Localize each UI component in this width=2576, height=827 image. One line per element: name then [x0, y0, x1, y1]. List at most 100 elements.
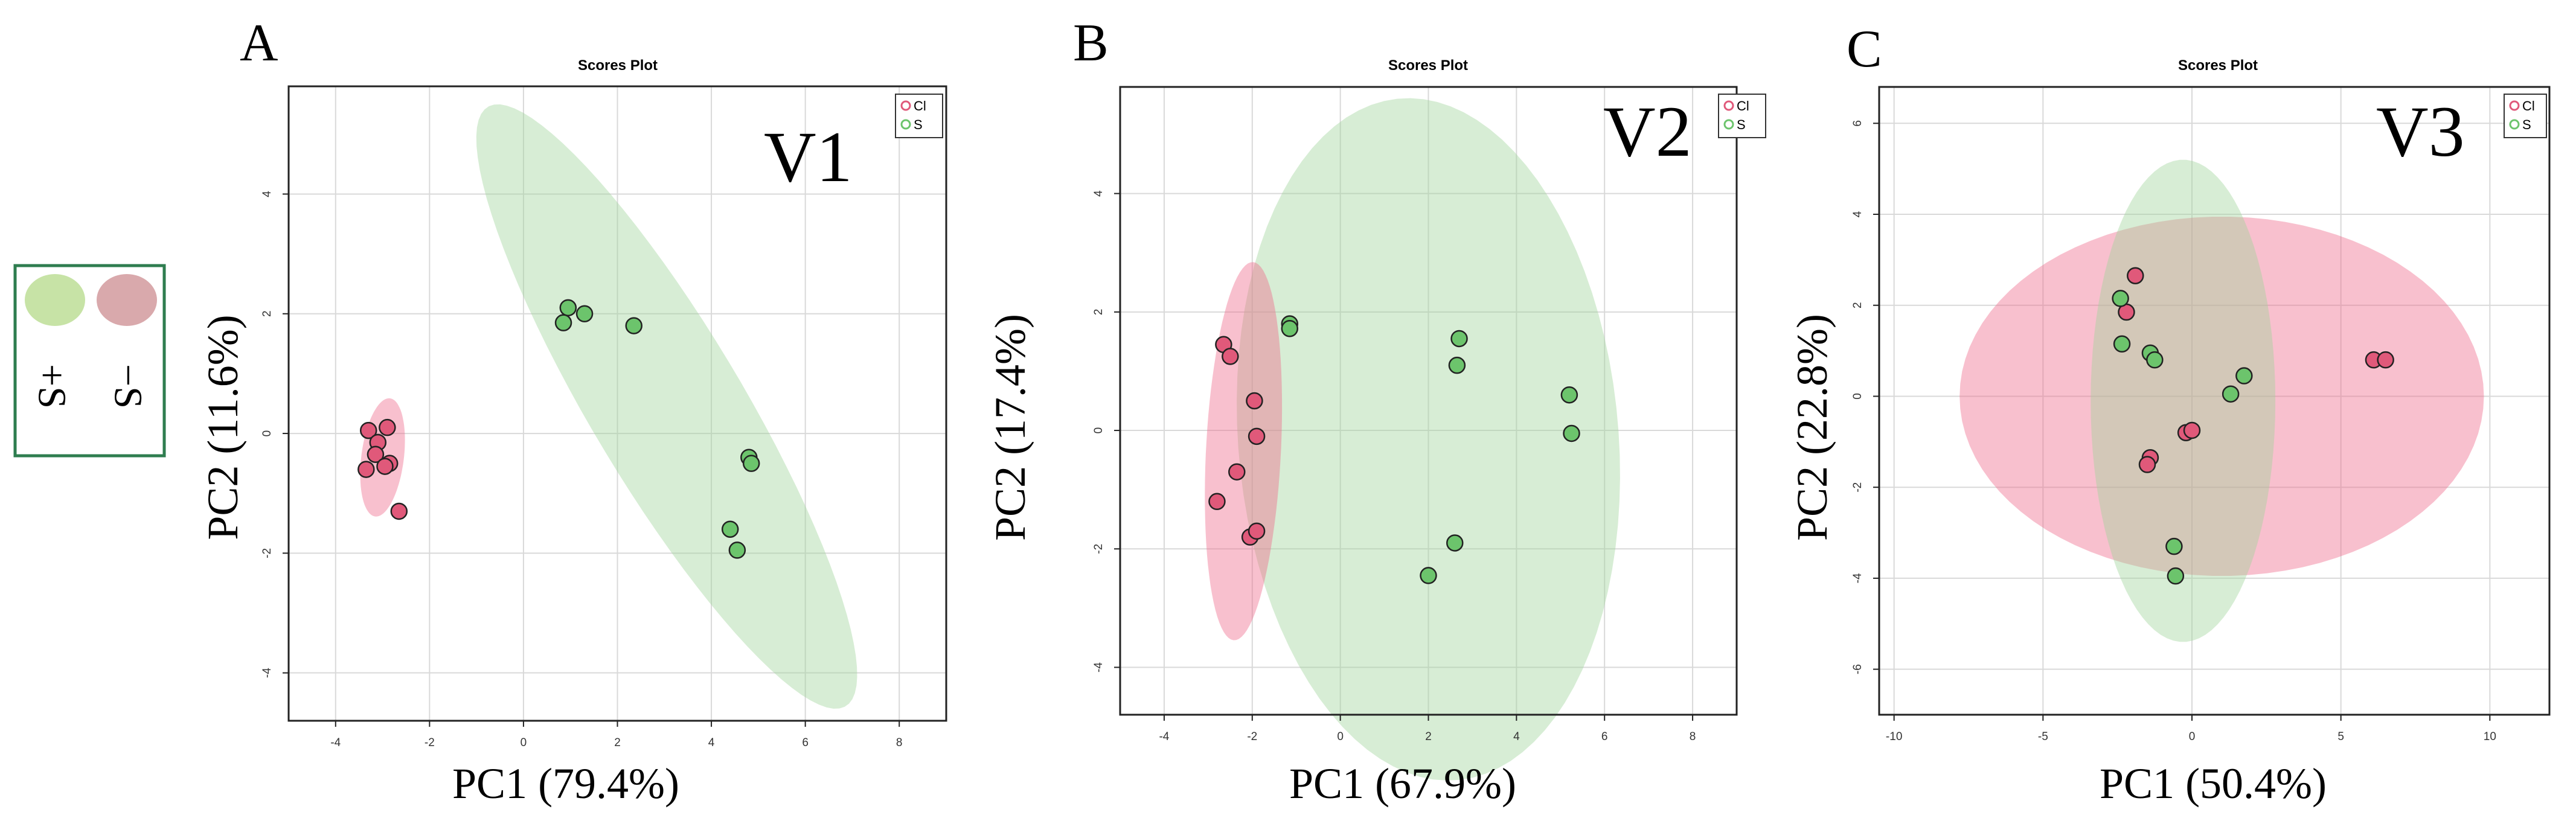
y-tick-label: 2	[1092, 309, 1105, 316]
point-layer	[2112, 267, 2394, 585]
point-s	[1560, 386, 1578, 404]
x-tick-label: 5	[2337, 730, 2344, 743]
plot-legend-label-s: S	[914, 117, 923, 132]
plot-legend: Cl S	[2504, 94, 2547, 138]
point-cl	[367, 445, 385, 464]
point-s	[1446, 534, 1464, 552]
y-tick-label: 0	[1851, 393, 1864, 400]
point-layer	[1208, 315, 1580, 584]
y-tick-label: 0	[261, 430, 274, 437]
panel-label: A	[240, 14, 278, 72]
point-cl	[390, 502, 408, 520]
x-tick-label: -2	[1247, 730, 1257, 743]
point-s	[2165, 537, 2183, 555]
plot-legend-label-cl: Cl	[2522, 98, 2535, 113]
ellipse-s	[2091, 159, 2276, 642]
plot-legend: Cl S	[895, 94, 943, 138]
point-cl	[2377, 351, 2394, 369]
y-axis-label: PC2 (11.6%)	[199, 315, 247, 540]
panel-c: C Scores Plot -10 -5 0 5 10 -6 -4 -2 0 2 4 6 V3 Cl…	[1788, 20, 2551, 808]
y-tick-label: 2	[261, 310, 274, 317]
point-cl	[2183, 421, 2201, 439]
y-tick-label: 0	[1092, 427, 1105, 434]
plot-legend-marker-s	[2509, 119, 2520, 130]
y-tick-label: -2	[1092, 544, 1105, 554]
x-axis-label: PC1 (50.4%)	[2100, 759, 2327, 808]
point-s	[2112, 290, 2129, 307]
point-cl	[1222, 348, 1239, 365]
y-tick-layer: -4 -2 0 2 4	[1092, 190, 1120, 672]
point-s	[2235, 367, 2253, 385]
plot-legend-marker-s	[1723, 119, 1734, 130]
x-tick-label: 6	[802, 736, 809, 749]
plot-legend-marker-cl	[900, 100, 911, 111]
legend-swatch-plus-s	[25, 274, 85, 326]
ellipse-s	[476, 104, 857, 709]
y-tick-label: 4	[1092, 190, 1105, 197]
point-s	[728, 541, 746, 559]
point-s	[575, 305, 594, 323]
plot-legend-marker-cl	[2509, 100, 2520, 111]
x-tick-layer: -4 -2 0 2 4 6 8	[1159, 715, 1696, 743]
chart-title: Scores Plot	[578, 57, 658, 74]
y-tick-label: -4	[1092, 662, 1105, 672]
x-tick-label: 10	[2484, 730, 2496, 743]
plot-legend-marker-cl	[1723, 100, 1734, 111]
plot-legend-frame	[895, 94, 943, 138]
y-tick-layer: -6 -4 -2 0 2 4 6	[1851, 120, 1879, 674]
panel-label: B	[1073, 14, 1109, 72]
x-tick-label: 4	[1513, 730, 1520, 743]
point-s	[721, 520, 739, 538]
x-tick-label: 8	[1690, 730, 1696, 743]
x-tick-layer: -4 -2 0 2 4 6 8	[330, 721, 903, 749]
plot-legend-frame	[1718, 94, 1766, 138]
legend-label-plus-s: +S	[30, 364, 74, 409]
plot-legend-frame	[2504, 94, 2547, 138]
point-s	[554, 314, 572, 331]
x-axis-label: PC1 (67.9%)	[1289, 759, 1516, 808]
point-cl	[379, 418, 396, 436]
chart-title: Scores Plot	[2178, 57, 2258, 74]
grid-layer	[1879, 87, 2549, 715]
x-tick-label: 0	[2189, 730, 2196, 743]
y-tick-label: -6	[1851, 664, 1864, 674]
annotation-label: V1	[764, 117, 853, 197]
y-axis-label: PC2 (17.4%)	[986, 314, 1034, 541]
group-legend: +S −S	[13, 264, 166, 458]
x-tick-label: -4	[1159, 730, 1169, 743]
plot-legend-label-cl: Cl	[1737, 98, 1749, 113]
plot-frame	[1878, 86, 2551, 716]
x-axis-label: PC1 (79.4%)	[452, 759, 679, 808]
x-tick-label: 0	[521, 736, 527, 749]
point-s	[1450, 330, 1468, 348]
plot-legend-label-s: S	[1737, 117, 1746, 132]
x-tick-label: 2	[614, 736, 621, 749]
chart-title: Scores Plot	[1388, 57, 1468, 74]
plot-legend-marker-s	[900, 119, 911, 130]
y-tick-label: -2	[1851, 482, 1864, 493]
x-tick-label: -2	[425, 736, 435, 749]
y-tick-label: -4	[261, 668, 274, 678]
x-tick-label: -5	[2038, 730, 2048, 743]
y-tick-label: 4	[261, 191, 274, 197]
point-cl	[1208, 493, 1226, 511]
legend-swatch-minus-s	[97, 274, 157, 326]
point-s	[742, 455, 760, 472]
point-s	[1420, 567, 1437, 584]
point-cl	[1228, 463, 1246, 481]
point-cl	[1246, 392, 1263, 410]
plot-legend: Cl S	[1718, 94, 1766, 138]
point-cl	[359, 421, 377, 439]
x-tick-layer: -10 -5 0 5 10	[1886, 715, 2496, 743]
point-s	[625, 317, 642, 334]
y-tick-label: 6	[1851, 120, 1864, 127]
point-s	[1448, 356, 1466, 374]
x-tick-label: -4	[330, 736, 341, 749]
point-s	[1563, 424, 1580, 442]
panel-label: C	[1847, 20, 1882, 78]
y-tick-label: -4	[1851, 573, 1864, 583]
point-cl	[376, 458, 394, 475]
